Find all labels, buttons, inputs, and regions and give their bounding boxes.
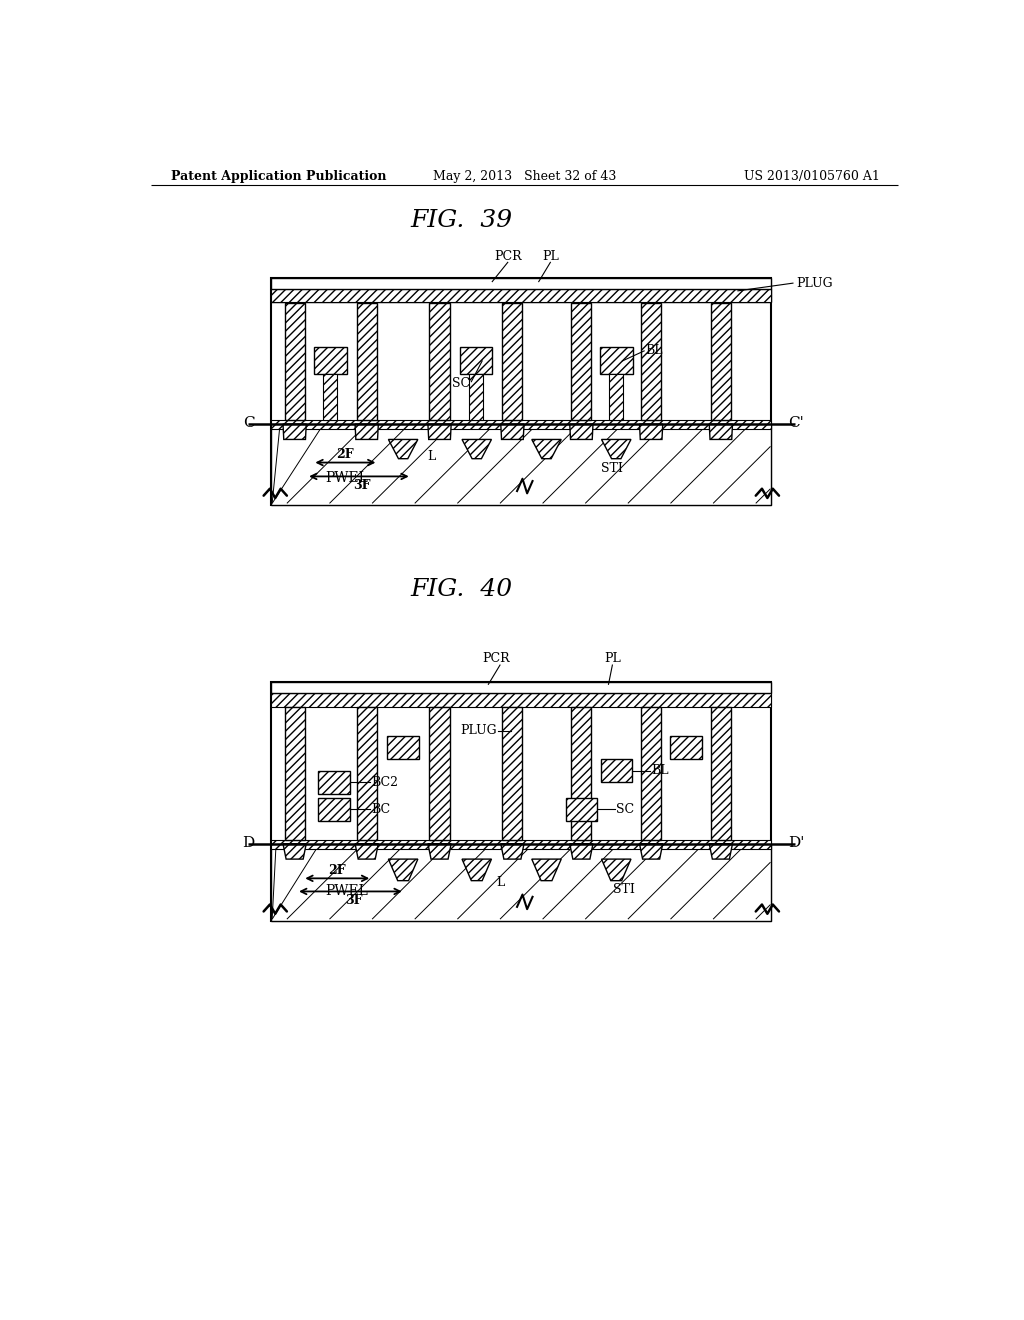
Bar [571, 304, 592, 420]
Bar [387, 737, 420, 759]
Bar [271, 420, 771, 429]
Bar [460, 347, 493, 374]
Polygon shape [462, 859, 492, 880]
Bar [271, 289, 771, 302]
Text: 2F: 2F [336, 449, 354, 462]
Text: STI: STI [613, 883, 635, 896]
Polygon shape [569, 843, 593, 859]
Polygon shape [640, 843, 663, 859]
Text: US 2013/0105760 A1: US 2013/0105760 A1 [743, 169, 880, 182]
Text: FIG.  39: FIG. 39 [411, 209, 512, 231]
Polygon shape [640, 424, 663, 440]
Text: C': C' [788, 416, 804, 430]
Polygon shape [710, 424, 732, 440]
Polygon shape [531, 440, 561, 459]
Text: PWEL: PWEL [326, 884, 369, 899]
Bar [670, 737, 702, 759]
Bar [429, 304, 450, 420]
Text: Patent Application Publication: Patent Application Publication [171, 169, 386, 182]
Bar [317, 797, 350, 821]
Bar [314, 347, 346, 374]
Polygon shape [601, 859, 631, 880]
Polygon shape [355, 843, 378, 859]
Text: PCR: PCR [494, 249, 521, 263]
Bar [711, 304, 731, 420]
Polygon shape [462, 440, 492, 459]
Bar [571, 708, 592, 840]
Text: PWEL: PWEL [326, 471, 369, 484]
Bar [503, 708, 522, 840]
Bar [356, 304, 377, 420]
Bar [271, 843, 771, 921]
Bar [641, 304, 662, 420]
Bar [271, 289, 771, 302]
Text: SC: SC [452, 376, 470, 389]
Bar [711, 708, 731, 840]
Polygon shape [388, 859, 418, 880]
Bar [271, 277, 771, 289]
Polygon shape [710, 843, 732, 859]
Text: PL: PL [604, 652, 621, 665]
Text: SC: SC [616, 803, 635, 816]
Bar [271, 840, 771, 849]
Bar [324, 374, 337, 420]
Bar [469, 374, 483, 420]
Text: 3F: 3F [345, 894, 362, 907]
Bar [271, 682, 771, 921]
Text: BL: BL [646, 345, 664, 358]
Bar [641, 708, 662, 840]
Text: D: D [242, 836, 254, 850]
Text: L: L [496, 875, 504, 888]
Polygon shape [355, 424, 378, 440]
Text: BC: BC [372, 803, 390, 816]
Text: PCR: PCR [482, 652, 510, 665]
Bar [271, 277, 771, 506]
Text: 3F: 3F [353, 479, 371, 492]
Text: PLUG: PLUG [460, 723, 497, 737]
Bar [429, 708, 450, 840]
Bar [285, 304, 305, 420]
Text: PL: PL [542, 249, 559, 263]
Bar [285, 708, 305, 840]
Polygon shape [531, 859, 561, 880]
Polygon shape [428, 843, 452, 859]
Bar [271, 424, 771, 506]
Polygon shape [283, 424, 306, 440]
Bar [271, 693, 771, 706]
Polygon shape [601, 440, 631, 459]
Polygon shape [283, 843, 306, 859]
Text: PLUG: PLUG [796, 277, 833, 289]
Bar [601, 759, 632, 781]
Polygon shape [388, 440, 418, 459]
Text: 2F: 2F [329, 865, 346, 878]
Bar [609, 374, 624, 420]
Text: D': D' [788, 836, 805, 850]
Polygon shape [569, 424, 593, 440]
Text: BL: BL [651, 764, 669, 777]
Text: FIG.  40: FIG. 40 [411, 578, 512, 601]
Polygon shape [428, 424, 452, 440]
Bar [356, 708, 377, 840]
Text: C: C [243, 416, 254, 430]
Bar [566, 797, 597, 821]
Text: STI: STI [601, 462, 624, 475]
Bar [271, 682, 771, 693]
Bar [600, 347, 633, 374]
Bar [317, 771, 350, 793]
Polygon shape [501, 424, 524, 440]
Polygon shape [501, 843, 524, 859]
Text: L: L [428, 450, 436, 463]
Bar [503, 304, 522, 420]
Text: BC2: BC2 [372, 776, 398, 788]
Text: May 2, 2013   Sheet 32 of 43: May 2, 2013 Sheet 32 of 43 [433, 169, 616, 182]
